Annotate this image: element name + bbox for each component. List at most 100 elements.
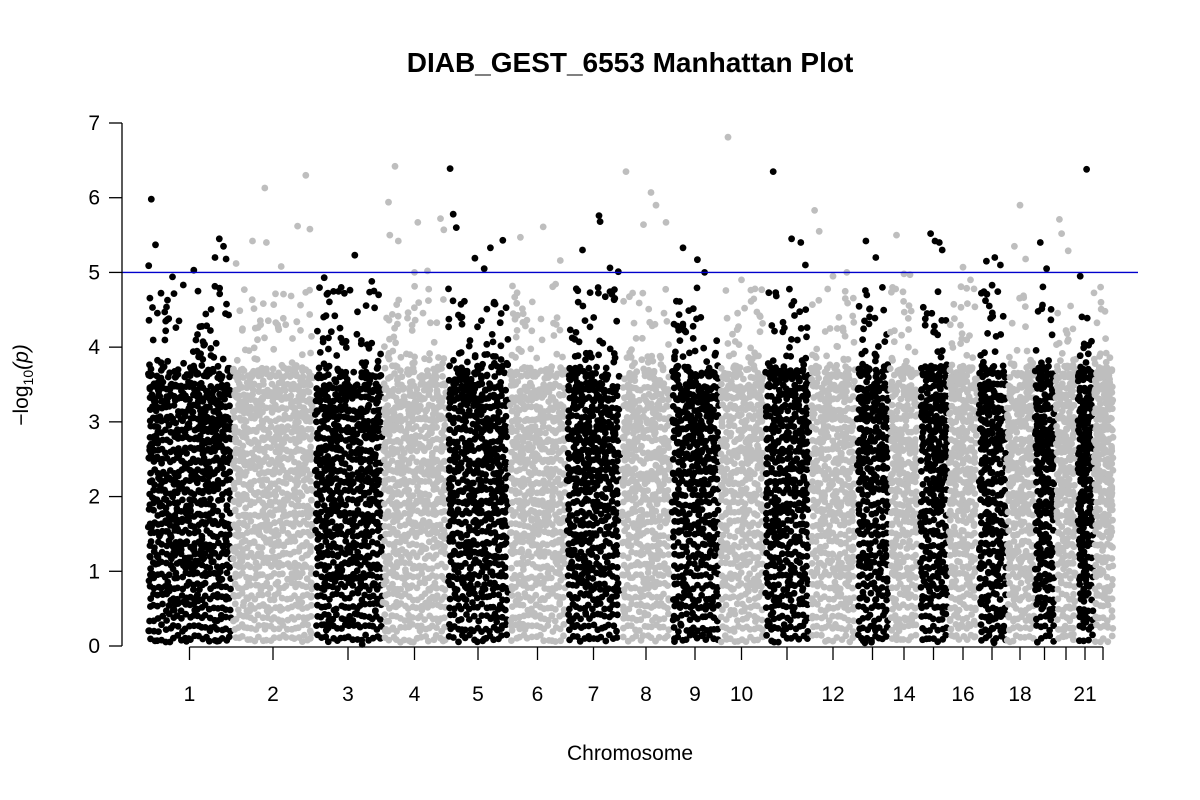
snp-point xyxy=(213,563,221,571)
snp-point xyxy=(385,316,393,324)
snp-point xyxy=(344,414,352,422)
snp-point xyxy=(298,351,306,359)
snp-point xyxy=(531,423,539,430)
snp-point xyxy=(214,422,222,430)
snp-point xyxy=(229,368,237,375)
snp-point xyxy=(231,479,239,487)
snp-point xyxy=(255,563,263,570)
snp-point xyxy=(229,555,237,563)
snp-point xyxy=(279,527,287,534)
snp-point xyxy=(146,553,154,561)
snp-point xyxy=(464,358,471,366)
snp-point xyxy=(218,381,226,389)
snp-point xyxy=(556,600,564,608)
snp-point xyxy=(394,320,401,328)
snp-point xyxy=(513,299,521,307)
snp-point xyxy=(170,402,178,409)
snp-point xyxy=(332,501,340,509)
snp-point xyxy=(441,586,449,594)
snp-point xyxy=(279,466,287,474)
snp-point xyxy=(513,439,521,446)
snp-point xyxy=(201,579,209,587)
snp-point xyxy=(286,563,294,571)
snp-point xyxy=(290,423,298,431)
snp-point xyxy=(226,563,234,571)
snp-point xyxy=(295,468,303,476)
snp-point xyxy=(421,544,429,552)
snp-point xyxy=(322,312,330,320)
snp-point xyxy=(508,529,515,536)
snp-point xyxy=(398,373,406,381)
snp-point xyxy=(282,405,290,413)
snp-point xyxy=(545,513,552,520)
snp-point xyxy=(157,289,165,297)
snp-point xyxy=(350,516,357,524)
snp-point xyxy=(287,292,295,300)
snp-point xyxy=(263,516,271,524)
snp-point xyxy=(225,633,233,641)
snp-point xyxy=(193,569,201,577)
snp-point xyxy=(471,412,478,420)
snp-point xyxy=(174,479,182,487)
snp-point xyxy=(308,333,315,340)
snp-point xyxy=(474,323,481,331)
snp-point xyxy=(192,336,200,344)
top-snp-point xyxy=(368,278,376,285)
snp-point xyxy=(458,373,466,381)
snp-point xyxy=(165,500,173,507)
snp-point xyxy=(314,327,321,335)
snp-point xyxy=(151,423,158,430)
snp-point xyxy=(202,310,210,318)
snp-point xyxy=(163,303,170,311)
snp-point xyxy=(183,517,191,524)
snp-point xyxy=(247,581,254,589)
snp-point xyxy=(406,369,414,377)
snp-point xyxy=(354,586,362,594)
snp-point xyxy=(378,543,386,551)
snp-point xyxy=(307,477,314,485)
snp-point xyxy=(153,372,161,380)
snp-point xyxy=(270,301,278,308)
snp-point xyxy=(321,611,328,618)
snp-point xyxy=(336,324,344,332)
snp-point xyxy=(245,347,253,354)
snp-point xyxy=(434,391,441,399)
snp-point xyxy=(151,544,158,552)
snp-point xyxy=(267,404,275,412)
snp-point xyxy=(363,341,371,348)
snp-point xyxy=(158,502,166,509)
snp-point xyxy=(457,616,465,623)
snp-point xyxy=(267,606,274,614)
snp-point xyxy=(267,444,275,451)
snp-point xyxy=(302,412,310,420)
snp-point xyxy=(302,407,310,415)
snp-point xyxy=(502,412,510,420)
snp-point xyxy=(358,359,366,367)
snp-point xyxy=(170,446,177,454)
snp-point xyxy=(483,305,491,313)
snp-point xyxy=(458,364,465,372)
snp-point xyxy=(254,439,262,447)
snp-point xyxy=(182,610,190,618)
snp-point xyxy=(422,407,430,415)
snp-point xyxy=(401,617,409,624)
snp-point xyxy=(201,624,209,631)
snp-point xyxy=(222,310,229,317)
top-snp-point xyxy=(215,235,223,243)
snp-point xyxy=(154,439,162,447)
snp-point xyxy=(266,498,274,506)
snp-point xyxy=(455,638,462,646)
snp-point xyxy=(151,382,159,390)
snp-point xyxy=(170,549,178,556)
snp-point xyxy=(502,553,509,561)
top-snp-point xyxy=(261,184,269,192)
snp-point xyxy=(205,637,213,645)
snp-point xyxy=(196,586,203,593)
snp-point xyxy=(147,565,155,573)
snp-point xyxy=(483,351,491,358)
snp-point xyxy=(445,315,453,323)
snp-point xyxy=(193,347,201,355)
snp-point xyxy=(278,361,286,369)
snp-point xyxy=(251,465,259,473)
snp-point xyxy=(354,308,361,316)
